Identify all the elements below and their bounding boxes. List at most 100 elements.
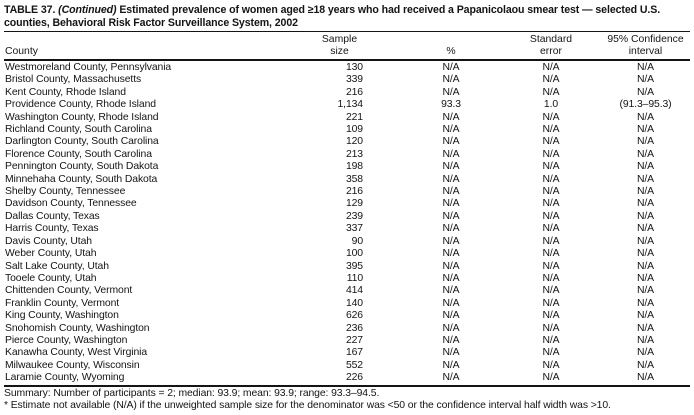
cell-county: Laramie County, Wyoming	[4, 372, 306, 387]
cell-county: Harris County, Texas	[5, 223, 99, 235]
table-header-row: County Sample size % Standard error 95% …	[4, 32, 690, 61]
table-row: Dallas County, Texas 239 N/A N/A N/A	[4, 211, 690, 223]
cell-confidence-interval: N/A	[636, 223, 655, 235]
cell-standard-error: N/A	[501, 372, 601, 387]
cell-county: Pierce County, Washington	[5, 334, 128, 346]
cell-confidence-interval: N/A	[636, 161, 655, 173]
cell-county: Minnehaha County, South Dakota	[5, 173, 158, 185]
cell-percent: N/A	[442, 322, 460, 334]
cell-sample-size: 227	[345, 334, 363, 346]
cell-sample-size: 167	[345, 347, 363, 359]
cell-confidence-interval: N/A	[636, 285, 655, 297]
col-header-line2: error	[540, 45, 562, 57]
cell-county: Darlington County, South Carolina	[5, 136, 159, 148]
cell-sample-size: 552	[345, 359, 363, 371]
cell-confidence-interval: N/A	[636, 148, 655, 160]
table-row: Richland County, South Carolina 109 N/A …	[4, 124, 690, 136]
table-row: Westmoreland County, Pennsylvania 130 N/…	[4, 60, 690, 74]
cell-sample-size: 198	[345, 161, 363, 173]
table-row: Kent County, Rhode Island 216 N/A N/A N/…	[4, 87, 690, 99]
cell-county: Chittenden County, Vermont	[5, 285, 133, 297]
cell-percent: N/A	[442, 223, 460, 235]
cell-standard-error: N/A	[542, 347, 560, 359]
cell-percent: N/A	[442, 186, 460, 198]
cell-confidence-interval: N/A	[636, 334, 655, 346]
cell-confidence-interval: N/A	[636, 124, 655, 136]
col-header-line2: interval	[628, 45, 663, 57]
cell-standard-error: N/A	[542, 285, 560, 297]
cell-county: Pennington County, South Dakota	[5, 161, 159, 173]
table-title-text: Estimated prevalence of women aged ≥18 y…	[4, 4, 661, 29]
col-header-sample-size: Sample size	[306, 32, 401, 61]
cell-standard-error: N/A	[542, 334, 560, 346]
table-row: Davidson County, Tennessee 129 N/A N/A N…	[4, 198, 690, 210]
cell-percent: N/A	[442, 334, 460, 346]
summary-line: Summary: Number of participants = 2; med…	[4, 387, 380, 399]
cell-county: Franklin County, Vermont	[5, 297, 120, 309]
cell-standard-error: N/A	[542, 359, 560, 371]
cell-county: Washington County, Rhode Island	[5, 111, 159, 123]
cell-standard-error: N/A	[542, 235, 560, 247]
cell-standard-error: N/A	[542, 62, 560, 73]
col-header-confidence-interval: 95% Confidence interval	[601, 32, 690, 61]
cell-percent: N/A	[442, 347, 460, 359]
cell-sample-size: 109	[345, 124, 363, 136]
cell-percent: N/A	[401, 372, 501, 387]
cell-confidence-interval: N/A	[636, 235, 655, 247]
cell-percent: N/A	[442, 285, 460, 297]
cell-confidence-interval: N/A	[636, 347, 655, 359]
col-header-line1	[401, 34, 501, 46]
cell-percent: N/A	[442, 148, 460, 160]
cell-sample-size: 130	[345, 62, 363, 73]
cell-confidence-interval: N/A	[636, 74, 655, 86]
table-row: Franklin County, Vermont 140 N/A N/A N/A	[4, 298, 690, 310]
cell-confidence-interval: N/A	[636, 297, 655, 309]
cell-percent: N/A	[442, 198, 460, 210]
cell-sample-size: 110	[346, 272, 363, 284]
cell-standard-error: N/A	[542, 111, 560, 123]
cell-county: Kanawha County, West Virginia	[5, 347, 148, 359]
cell-sample-size: 1,134	[337, 99, 363, 111]
cell-confidence-interval: (91.3–95.3)	[619, 99, 672, 111]
cell-percent: N/A	[442, 161, 460, 173]
cell-percent: N/A	[442, 124, 460, 136]
cell-standard-error: N/A	[542, 260, 560, 272]
cell-sample-size: 414	[345, 285, 363, 297]
col-header-line1: 95% Confidence	[607, 34, 684, 45]
table-title: TABLE 37. (Continued) Estimated prevalen…	[4, 4, 690, 32]
cell-sample-size: 358	[345, 173, 363, 185]
cell-percent: N/A	[442, 86, 460, 98]
table-title-label: TABLE 37.	[4, 4, 56, 16]
table-row: Shelby County, Tennessee 216 N/A N/A N/A	[4, 186, 690, 198]
cell-confidence-interval: N/A	[636, 272, 655, 284]
table-row: Kanawha County, West Virginia 167 N/A N/…	[4, 347, 690, 359]
cell-county: Davidson County, Tennessee	[5, 198, 137, 210]
cell-sample-size: 239	[345, 210, 363, 222]
cell-sample-size: 129	[345, 198, 363, 210]
table-row: Salt Lake County, Utah 395 N/A N/A N/A	[4, 261, 690, 273]
cell-sample-size: 236	[345, 322, 363, 334]
cell-sample-size: 395	[345, 260, 363, 272]
cell-standard-error: 1.0	[543, 99, 559, 111]
cell-percent: N/A	[442, 74, 460, 86]
cell-standard-error: N/A	[542, 272, 560, 284]
cell-standard-error: N/A	[542, 310, 560, 322]
cell-standard-error: N/A	[542, 86, 560, 98]
cell-percent: N/A	[442, 310, 460, 322]
cell-sample-size: 221	[345, 111, 363, 123]
cell-percent: N/A	[442, 173, 460, 185]
cell-sample-size: 216	[345, 186, 363, 198]
cell-percent: N/A	[442, 272, 460, 284]
cell-confidence-interval: N/A	[636, 310, 655, 322]
table-title-continued: (Continued)	[58, 4, 117, 16]
cell-county: Dallas County, Texas	[5, 210, 100, 222]
table-row: Washington County, Rhode Island 221 N/A …	[4, 112, 690, 124]
cell-county: Shelby County, Tennessee	[5, 186, 126, 198]
col-header-line2: size	[330, 45, 349, 57]
cell-county: Kent County, Rhode Island	[5, 86, 126, 98]
cell-confidence-interval: N/A	[636, 260, 655, 272]
table-row: Snohomish County, Washington 236 N/A N/A…	[4, 323, 690, 335]
cell-county: Salt Lake County, Utah	[5, 260, 109, 272]
cell-sample-size: 120	[345, 136, 363, 148]
